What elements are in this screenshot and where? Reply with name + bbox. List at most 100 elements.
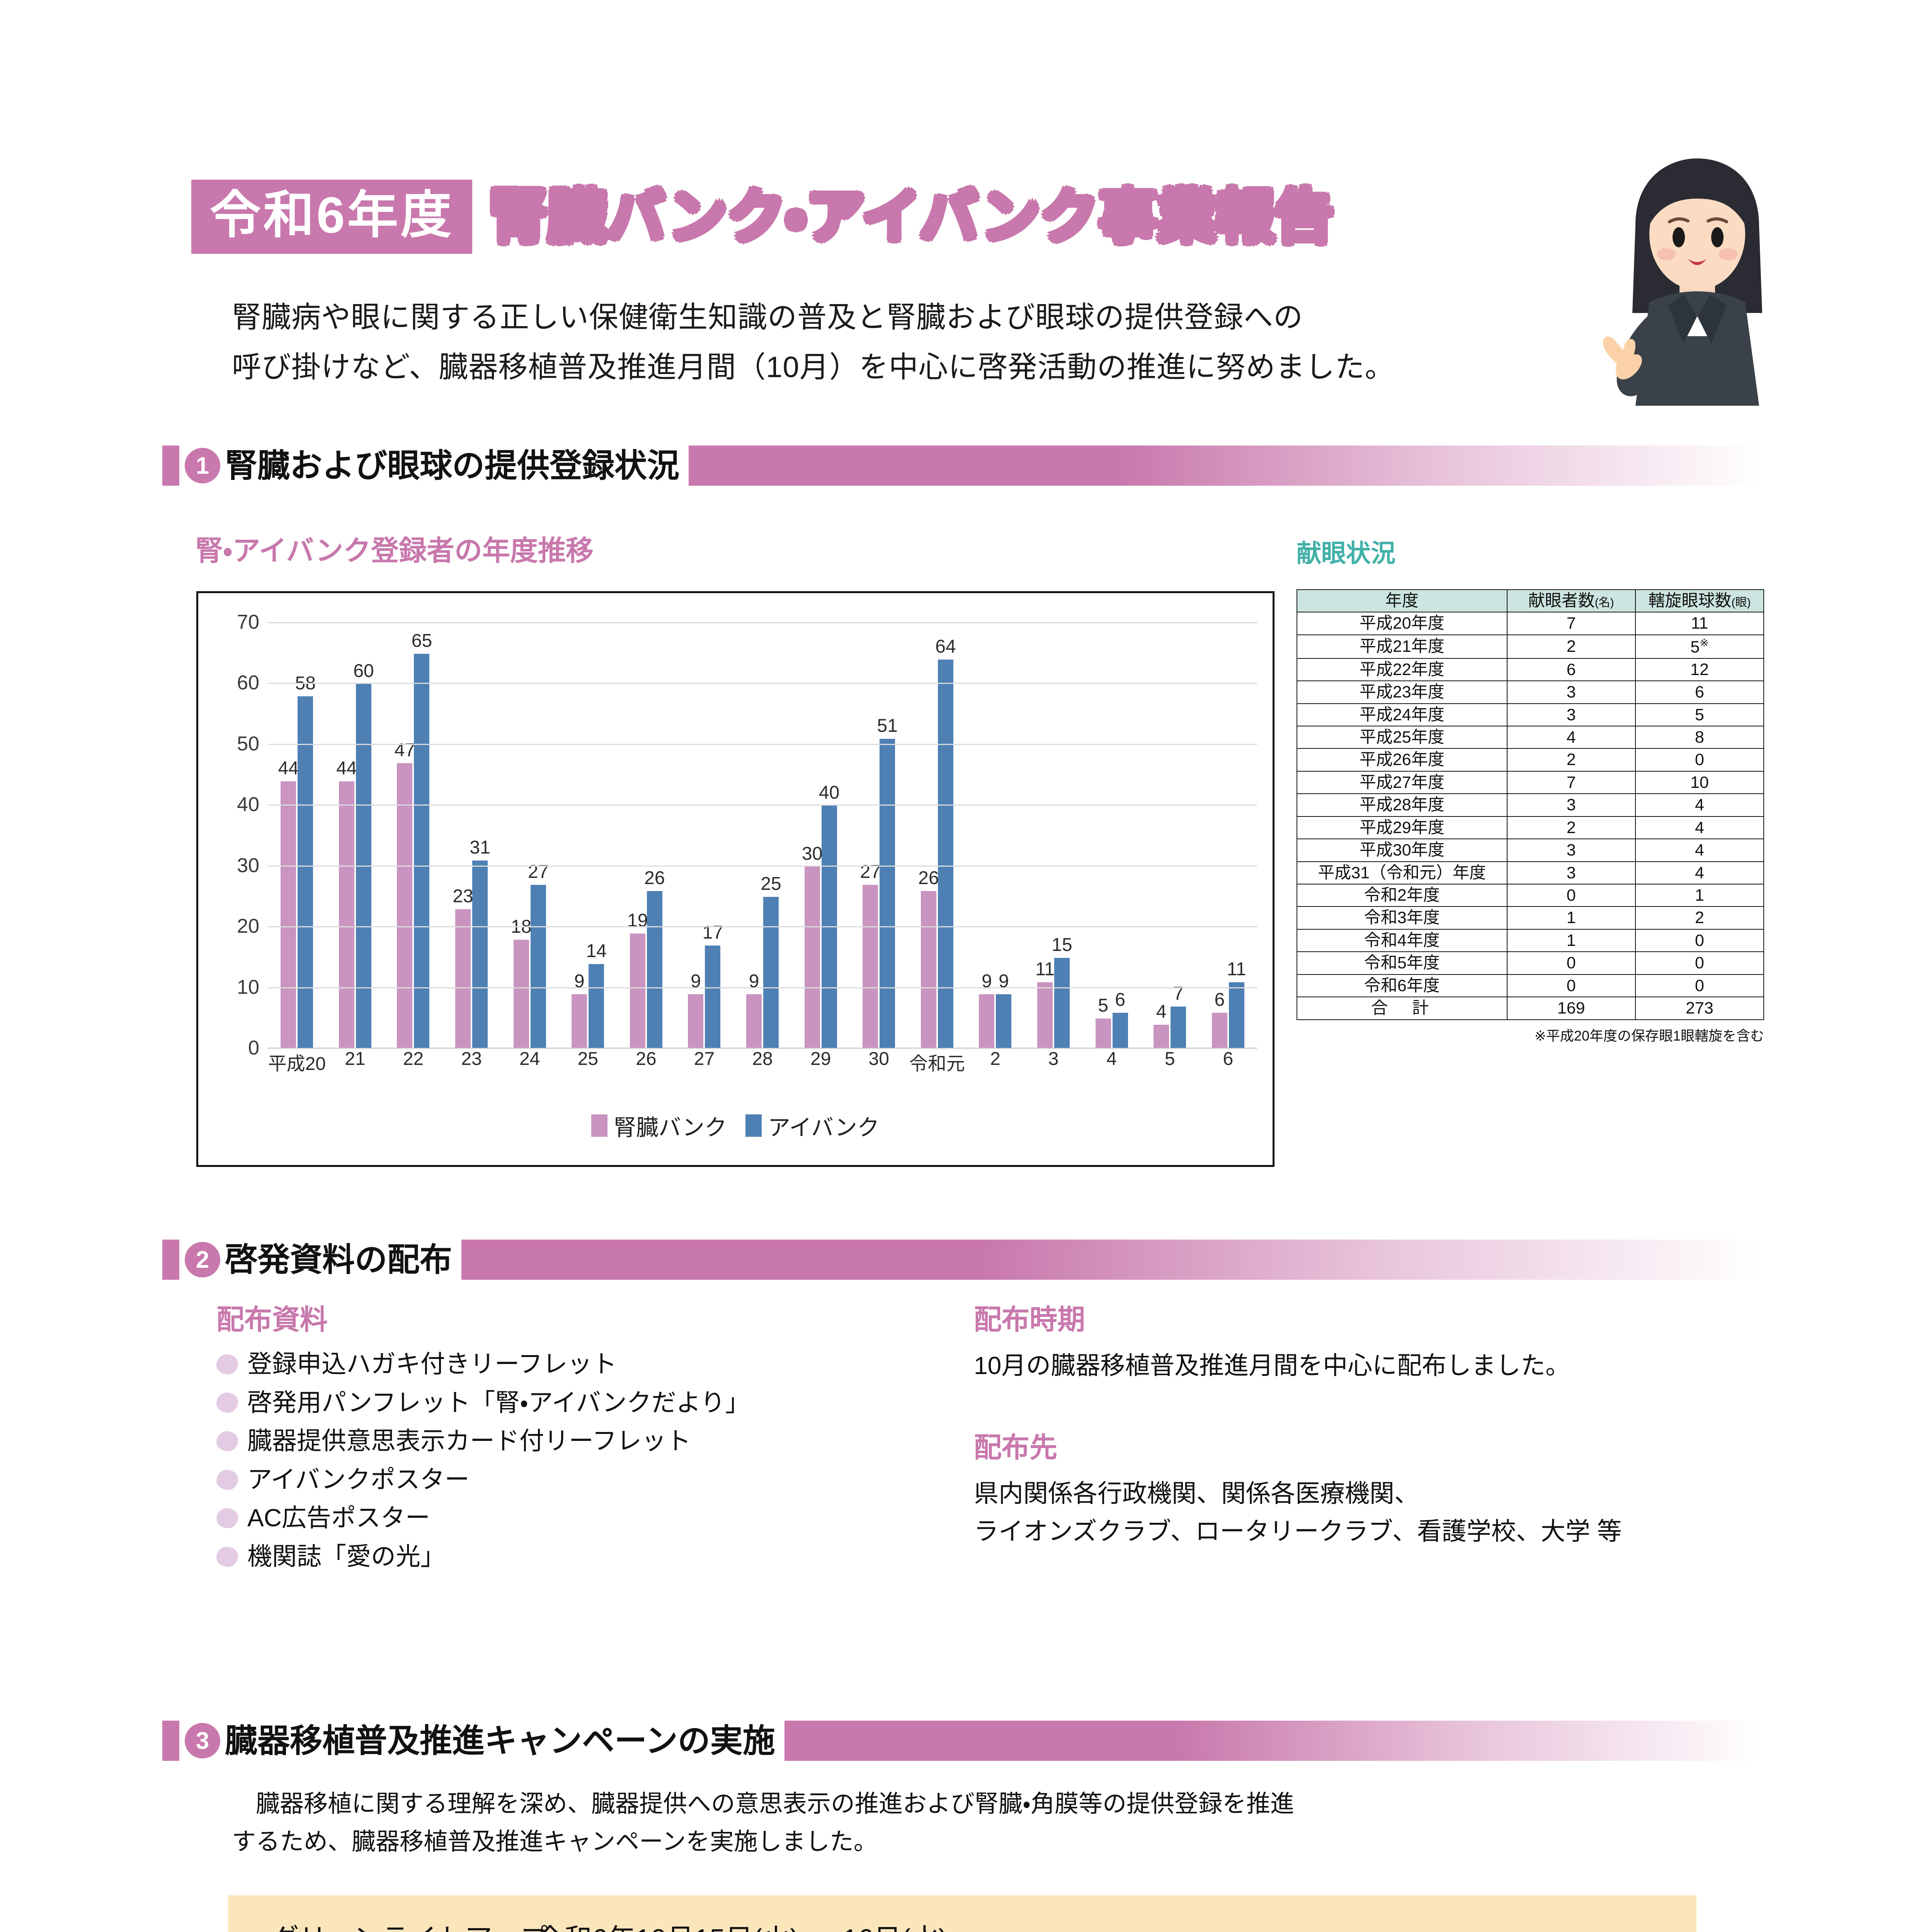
cell-total-label: 合 計 [1297, 997, 1508, 1020]
bar-value-label: 47 [394, 740, 415, 761]
cell-donors: 3 [1506, 793, 1636, 817]
table-row: 平成28年度 3 4 [1297, 793, 1765, 817]
bullet-icon [216, 1431, 238, 1451]
chart-y-tick-label: 10 [237, 976, 259, 998]
timing-destination-column: 配布時期 10月の臓器移植普及推進月間を中心に配布しました。 配布先 県内関係各… [974, 1306, 1766, 1550]
cell-donors: 2 [1506, 634, 1636, 659]
bullet-icon [216, 1546, 238, 1567]
cell-eyes: 0 [1635, 951, 1765, 975]
chart-x-tick-label: 26 [636, 1049, 657, 1069]
cell-donors: 3 [1506, 838, 1636, 862]
bullet-icon [216, 1354, 238, 1374]
cell-year: 平成30年度 [1297, 838, 1508, 862]
chart-x-tick-label: 22 [403, 1049, 424, 1069]
list-item-label: 臓器提供意思表示カード付リーフレット [247, 1427, 691, 1455]
campaign-event-detail: 令和6年10月15日(火) ～ 16日(水) [536, 1919, 948, 1932]
cell-eyes: 5※ [1635, 634, 1765, 659]
chart-bar-group: 11 15 [1024, 623, 1083, 1049]
bar-eye: 64 [935, 636, 956, 1049]
chart-gridline: 30 [237, 854, 1257, 877]
materials-column: 配布資料 登録申込ハガキ付きリーフレット啓発用パンフレット「腎・アイバンクだより… [216, 1306, 931, 1581]
table-row: 平成27年度 7 10 [1297, 770, 1765, 794]
bar-value-label: 9 [749, 971, 759, 992]
bar-kidney: 9 [746, 971, 762, 1049]
bar-value-label: 26 [918, 867, 939, 888]
bar-eye: 14 [586, 941, 607, 1049]
section-title-3: 臓器移植普及推進キャンペーンの実施 [225, 1723, 775, 1759]
legend-label: 腎臓バンク [614, 1115, 727, 1140]
cell-donors: 0 [1506, 974, 1636, 998]
section-gradient-bar [689, 446, 1762, 486]
bar-value-label: 27 [860, 861, 881, 882]
bar-value-label: 26 [644, 867, 665, 888]
chart-legend-item: アイバンク [745, 1109, 880, 1142]
chart-x-tick-label: 24 [519, 1049, 540, 1069]
chart-x-tick-label: 令和元 [909, 1054, 965, 1074]
chart-gridline: 50 [237, 733, 1257, 755]
bullet-icon [216, 1469, 238, 1490]
chart-bar-group: 30 40 [791, 623, 850, 1049]
cell-year: 令和3年度 [1297, 906, 1508, 930]
cell-year: 令和4年度 [1297, 929, 1508, 952]
cell-donors: 3 [1506, 680, 1636, 704]
chart-y-tick-label: 0 [248, 1037, 259, 1059]
section-header-3: 3 臓器移植普及推進キャンペーンの実施 [162, 1719, 1762, 1762]
table-row: 平成25年度 4 8 [1297, 725, 1765, 749]
cell-donors: 7 [1506, 770, 1636, 794]
bar-value-label: 11 [1227, 959, 1246, 980]
cell-eyes: 11 [1635, 612, 1765, 635]
bar-value-label: 31 [470, 837, 490, 858]
page-title: 腎臓バンク・アイバンク事業報告 [486, 184, 1336, 249]
bar-value-label: 7 [1173, 983, 1184, 1004]
table-row: 平成26年度 2 0 [1297, 748, 1765, 772]
section3-para-line-1: 臓器移植に関する理解を深め、臓器提供への意思表示の推進および腎臓・角膜等の提供登… [232, 1791, 1295, 1817]
cell-year: 令和2年度 [1297, 884, 1508, 907]
table-total-row: 合 計 169 273 [1297, 997, 1765, 1020]
section-number-1: 1 [185, 448, 220, 483]
list-item: 啓発用パンフレット「腎・アイバンクだより」 [216, 1389, 931, 1417]
chart-gridline: 60 [237, 672, 1257, 694]
bar-eye: 9 [996, 971, 1012, 1049]
chart-bar-group: 9 25 [733, 623, 792, 1049]
section3-para-line-2: するため、臓器移植普及推進キャンペーンを実施しました。 [232, 1828, 878, 1855]
materials-heading: 配布資料 [216, 1304, 328, 1335]
bullet-icon [216, 1393, 238, 1413]
bar-value-label: 9 [982, 971, 992, 992]
bar-value-label: 4 [1156, 1002, 1167, 1022]
list-item-label: 登録申込ハガキ付きリーフレット [247, 1350, 617, 1378]
table-heading: 献眼状況 [1297, 539, 1395, 567]
title-row: 令和6年度 腎臓バンク・アイバンク事業報告 [191, 180, 1336, 254]
bar-value-label: 17 [702, 922, 723, 943]
chart-x-tick-label: 平成20 [268, 1054, 326, 1074]
list-item-label: アイバンクポスター [247, 1465, 470, 1493]
bar-kidney: 47 [395, 740, 415, 1049]
legend-label: アイバンク [768, 1115, 880, 1140]
page-header: 令和6年度 腎臓バンク・アイバンク事業報告 腎臓病や眼に関する正しい保健衛生知識… [0, 0, 1916, 410]
bar-value-label: 40 [818, 782, 840, 803]
cell-eyes: 4 [1635, 838, 1765, 862]
bar-value-label: 19 [627, 910, 648, 931]
destination-line-2: ライオンズクラブ、ロータリークラブ、看護学校、大学 等 [974, 1517, 1622, 1545]
chart-bar-group: 6 11 [1199, 623, 1257, 1049]
bar-value-label: 64 [935, 636, 956, 657]
chart-bar-group: 23 31 [442, 623, 501, 1049]
section3-paragraph: 臓器移植に関する理解を深め、臓器提供への意思表示の推進および腎臓・角膜等の提供登… [232, 1785, 1739, 1861]
list-item: 登録申込ハガキ付きリーフレット [216, 1350, 931, 1379]
bar-eye: 31 [470, 837, 490, 1049]
bar-eye: 25 [761, 874, 781, 1049]
chart-bar-group: 9 14 [559, 623, 617, 1049]
cell-donors: 3 [1506, 861, 1636, 885]
table-row: 平成24年度 3 5 [1297, 703, 1765, 726]
bar-value-label: 30 [801, 843, 823, 864]
cell-eyes: 6 [1635, 680, 1765, 704]
chart-x-tick-label: 23 [461, 1049, 482, 1069]
bar-eye: 6 [1112, 990, 1128, 1049]
bar-value-label: 44 [336, 758, 357, 779]
chart-x-tick-label: 5 [1164, 1049, 1175, 1069]
chart-x-tick-label: 6 [1223, 1049, 1234, 1069]
chart-y-tick-label: 60 [237, 672, 259, 694]
bar-kidney: 11 [1035, 959, 1055, 1049]
chart-heading: 腎・アイバンク登録者の年度推移 [195, 536, 594, 566]
